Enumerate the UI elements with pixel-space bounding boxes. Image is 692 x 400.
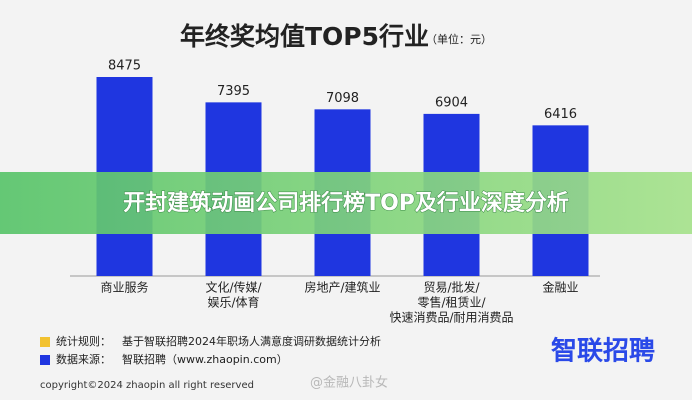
note-text: 基于智联招聘2024年职场人满意度调研数据统计分析 [122,334,381,348]
value-label: 8475 [108,59,141,74]
x-tick-label: 商业服务 [100,280,148,295]
value-label: 6904 [435,95,468,110]
value-label: 7098 [326,91,359,106]
x-tick-label: 房地产/建筑业 [304,280,380,295]
x-tick-label: 贸易/批发/ [423,280,480,295]
legend-swatch [40,337,50,347]
banner [0,172,692,234]
value-label: 7395 [217,84,250,99]
x-tick-label: 娱乐/体育 [207,295,259,310]
note-text: 智联招聘（www.zhaopin.com） [122,352,288,366]
note-label: 数据来源： [56,352,111,366]
x-tick-label: 金融业 [542,280,578,295]
banner-title: 开封建筑动画公司排行榜TOP及行业深度分析 [123,190,569,216]
copyright: copyright©2024 zhaopin all right reserve… [40,380,254,391]
x-tick-label: 快速消费品/耐用消费品 [389,311,513,325]
legend-swatch [40,355,50,365]
value-label: 6416 [544,107,577,122]
x-tick-label: 零售/租赁业/ [417,295,486,310]
watermark: @金融八卦女 [310,375,388,391]
logo: 智联招聘 [551,337,655,367]
chart-title: 年终奖均值TOP5行业 [180,22,429,51]
x-tick-label: 文化/传媒/ [205,280,262,295]
note-label: 统计规则： [56,334,111,348]
unit-label: （单位：元） [426,32,492,46]
